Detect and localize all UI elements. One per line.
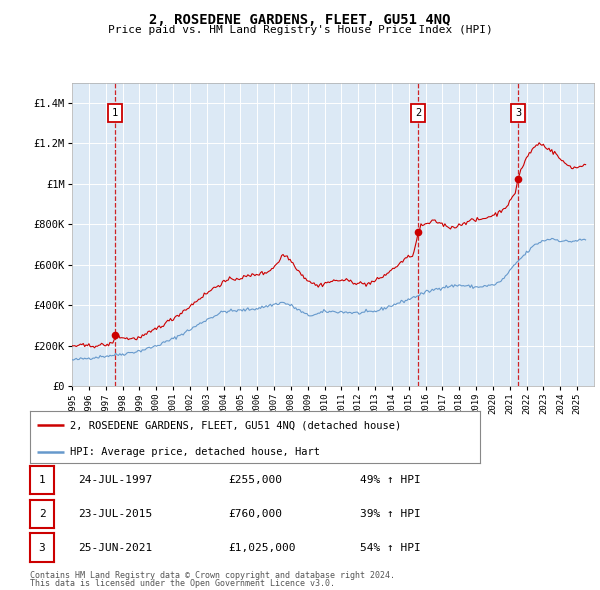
Text: Contains HM Land Registry data © Crown copyright and database right 2024.: Contains HM Land Registry data © Crown c… [30,571,395,580]
Text: 54% ↑ HPI: 54% ↑ HPI [360,543,421,552]
Text: £1,025,000: £1,025,000 [228,543,296,552]
Text: 25-JUN-2021: 25-JUN-2021 [78,543,152,552]
Text: £760,000: £760,000 [228,509,282,519]
Text: 2: 2 [415,108,421,118]
Text: Price paid vs. HM Land Registry's House Price Index (HPI): Price paid vs. HM Land Registry's House … [107,25,493,35]
Text: This data is licensed under the Open Government Licence v3.0.: This data is licensed under the Open Gov… [30,579,335,588]
Text: £255,000: £255,000 [228,475,282,484]
Text: 2, ROSEDENE GARDENS, FLEET, GU51 4NQ (detached house): 2, ROSEDENE GARDENS, FLEET, GU51 4NQ (de… [71,420,402,430]
Text: HPI: Average price, detached house, Hart: HPI: Average price, detached house, Hart [71,447,320,457]
Text: 2, ROSEDENE GARDENS, FLEET, GU51 4NQ: 2, ROSEDENE GARDENS, FLEET, GU51 4NQ [149,13,451,27]
Text: 49% ↑ HPI: 49% ↑ HPI [360,475,421,484]
Text: 1: 1 [112,108,118,118]
Text: 24-JUL-1997: 24-JUL-1997 [78,475,152,484]
Text: 23-JUL-2015: 23-JUL-2015 [78,509,152,519]
Text: 3: 3 [515,108,521,118]
Text: 1: 1 [38,475,46,484]
Text: 3: 3 [38,543,46,552]
Text: 2: 2 [38,509,46,519]
Text: 39% ↑ HPI: 39% ↑ HPI [360,509,421,519]
